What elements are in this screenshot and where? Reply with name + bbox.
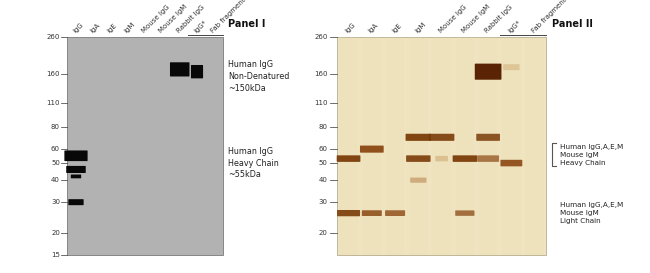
Text: IgA: IgA [89, 22, 101, 34]
FancyBboxPatch shape [363, 37, 381, 255]
FancyBboxPatch shape [362, 210, 382, 216]
FancyBboxPatch shape [432, 37, 451, 255]
FancyBboxPatch shape [409, 37, 428, 255]
Text: 110: 110 [46, 100, 60, 106]
FancyBboxPatch shape [337, 210, 360, 216]
Text: IgM: IgM [124, 21, 136, 34]
Text: Rabbit IgG: Rabbit IgG [484, 4, 514, 34]
Text: Panel II: Panel II [552, 19, 593, 29]
FancyBboxPatch shape [452, 155, 477, 162]
Text: Human IgG
Heavy Chain
~55kDa: Human IgG Heavy Chain ~55kDa [228, 147, 279, 179]
FancyBboxPatch shape [339, 37, 358, 255]
Text: 160: 160 [314, 71, 328, 77]
FancyBboxPatch shape [410, 177, 426, 183]
Text: 20: 20 [51, 230, 60, 236]
Text: Fab fragment*: Fab fragment* [530, 0, 570, 34]
Text: 30: 30 [318, 199, 328, 205]
Text: 80: 80 [51, 124, 60, 130]
Text: Human IgG,A,E,M
Mouse IgM
Light Chain: Human IgG,A,E,M Mouse IgM Light Chain [560, 202, 623, 224]
FancyBboxPatch shape [385, 37, 404, 255]
Text: Panel I: Panel I [228, 19, 265, 29]
FancyBboxPatch shape [66, 166, 86, 173]
Text: 50: 50 [51, 160, 60, 166]
FancyBboxPatch shape [360, 146, 384, 153]
Text: Mouse IgG: Mouse IgG [141, 4, 171, 34]
FancyBboxPatch shape [436, 156, 448, 161]
FancyBboxPatch shape [479, 37, 497, 255]
Text: Fab fragment*: Fab fragment* [210, 0, 250, 34]
Text: 110: 110 [314, 100, 328, 106]
Text: IgG*: IgG* [193, 19, 208, 34]
FancyBboxPatch shape [456, 37, 474, 255]
FancyBboxPatch shape [525, 37, 544, 255]
Text: 260: 260 [47, 34, 60, 40]
FancyBboxPatch shape [406, 155, 430, 162]
FancyBboxPatch shape [406, 134, 431, 141]
Text: Mouse IgG: Mouse IgG [437, 4, 467, 34]
Text: IgG: IgG [344, 22, 357, 34]
Text: Mouse IgM: Mouse IgM [158, 4, 188, 34]
Text: Human IgG,A,E,M
Mouse IgM
Heavy Chain: Human IgG,A,E,M Mouse IgM Heavy Chain [560, 144, 623, 166]
Text: IgG*: IgG* [507, 19, 522, 34]
Text: IgG: IgG [72, 22, 84, 34]
FancyBboxPatch shape [337, 155, 360, 162]
FancyBboxPatch shape [170, 62, 190, 76]
Text: 80: 80 [318, 124, 328, 130]
Text: IgA: IgA [367, 22, 380, 34]
FancyBboxPatch shape [502, 37, 521, 255]
Text: 60: 60 [51, 146, 60, 152]
Text: 40: 40 [318, 177, 328, 183]
FancyBboxPatch shape [476, 134, 500, 141]
FancyBboxPatch shape [477, 155, 499, 162]
FancyBboxPatch shape [385, 210, 405, 216]
FancyBboxPatch shape [64, 150, 88, 161]
Text: 260: 260 [315, 34, 328, 40]
Text: IgM: IgM [414, 21, 427, 34]
Text: IgE: IgE [391, 22, 403, 34]
FancyBboxPatch shape [71, 174, 81, 178]
FancyBboxPatch shape [503, 64, 519, 70]
Text: 160: 160 [46, 71, 60, 77]
FancyBboxPatch shape [500, 160, 523, 166]
FancyBboxPatch shape [474, 64, 501, 80]
FancyBboxPatch shape [455, 210, 474, 216]
FancyBboxPatch shape [337, 37, 546, 255]
FancyBboxPatch shape [429, 134, 454, 141]
Text: Human IgG
Non-Denatured
~150kDa: Human IgG Non-Denatured ~150kDa [228, 60, 289, 93]
Text: IgE: IgE [107, 22, 118, 34]
Text: 30: 30 [51, 199, 60, 205]
Text: 50: 50 [318, 160, 328, 166]
FancyBboxPatch shape [68, 37, 223, 255]
Text: Rabbit IgG: Rabbit IgG [176, 4, 205, 34]
FancyBboxPatch shape [68, 199, 84, 205]
Text: 40: 40 [51, 177, 60, 183]
Text: 60: 60 [318, 146, 328, 152]
Text: 20: 20 [318, 230, 328, 236]
Text: Mouse IgM: Mouse IgM [461, 4, 491, 34]
FancyBboxPatch shape [191, 65, 203, 78]
Text: 15: 15 [51, 252, 60, 258]
